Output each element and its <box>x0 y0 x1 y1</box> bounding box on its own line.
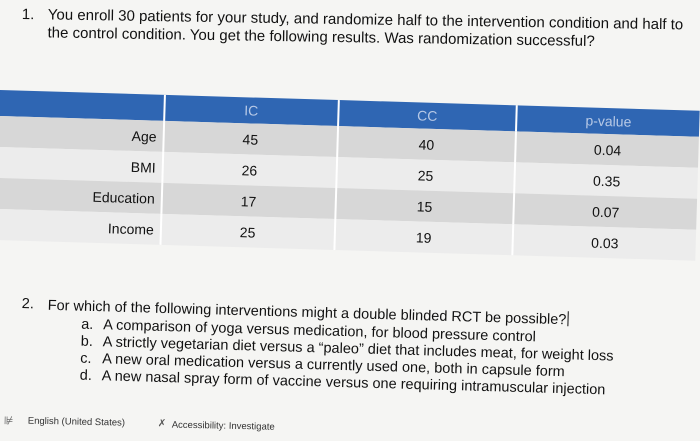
accessibility-status[interactable]: Accessibility: Investigate <box>171 419 275 433</box>
row-label: Age <box>0 115 165 152</box>
row-label: BMI <box>0 146 164 183</box>
question-1-text: You enroll 30 patients for your study, a… <box>47 6 684 51</box>
option-letter: b. <box>80 333 94 350</box>
ic-cell: 17 <box>161 182 336 219</box>
row-label: Education <box>0 177 163 214</box>
ic-cell: 45 <box>163 120 338 158</box>
p-value-cell: 0.03 <box>512 224 697 261</box>
ic-cell: 26 <box>162 151 337 189</box>
question-1: 1. You enroll 30 patients for your study… <box>21 6 691 53</box>
option-letter: a. <box>80 316 94 333</box>
option-letter: d. <box>79 367 93 384</box>
accessibility-icon[interactable]: ✗ <box>157 418 167 430</box>
cc-cell: 19 <box>333 218 514 256</box>
results-table: IC CC p-value Age 45 40 0.04 BMI 26 25 0… <box>0 90 700 261</box>
language-status[interactable]: English (United States) <box>27 415 126 429</box>
row-label: Income <box>0 208 162 245</box>
text-cursor <box>567 311 569 327</box>
question-2: 2. For which of the following interventi… <box>20 296 692 402</box>
question-2-number: 2. <box>21 296 35 313</box>
ic-cell: 25 <box>160 213 335 250</box>
option-letter: c. <box>80 350 92 367</box>
results-table-wrapper: IC CC p-value Age 45 40 0.04 BMI 26 25 0… <box>0 90 700 311</box>
proofing-icon[interactable]: ⊯ <box>3 415 14 428</box>
question-1-number: 1. <box>21 6 35 24</box>
status-bar: ⊯ English (United States) ✗ Accessibilit… <box>0 412 700 441</box>
